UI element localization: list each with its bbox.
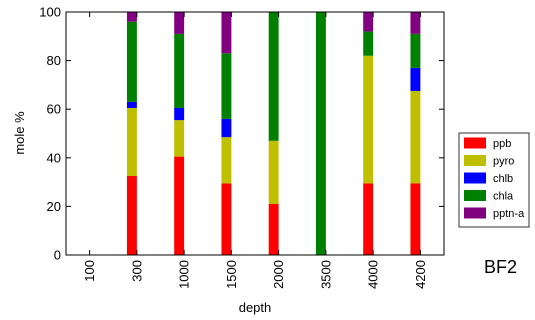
- legend-label-pyro: pyro: [493, 156, 514, 168]
- bar-series-group: [126, 12, 421, 255]
- bar-chlb-300: [126, 101, 137, 108]
- bar-pyro-4000: [363, 55, 374, 184]
- legend-swatch-pyro: [464, 155, 486, 166]
- y-axis-ticks: 0 20 40 60 80 100: [39, 5, 444, 263]
- bar-pptn-a-1500: [221, 12, 232, 54]
- bar-chla-4200: [410, 33, 421, 68]
- bar-chlb-1000: [174, 107, 185, 121]
- chart-annotation: BF2: [484, 257, 517, 277]
- bar-chla-1000: [174, 33, 185, 108]
- y-tick-label: 20: [47, 199, 61, 214]
- y-axis-label: mole %: [12, 111, 27, 155]
- bar-chla-3500: [315, 12, 326, 255]
- legend: ppb pyro chlb chla pptn-a: [458, 132, 530, 228]
- bar-chla-2000: [268, 12, 279, 141]
- bar-pptn-a-300: [126, 12, 137, 22]
- bar-pyro-1000: [174, 120, 185, 157]
- legend-swatch-pptn-a: [464, 207, 486, 219]
- bar-pptn-a-4000: [363, 12, 374, 32]
- x-tick-label: 300: [129, 260, 144, 282]
- y-tick-label: 0: [54, 248, 61, 263]
- plot-area: [66, 12, 444, 255]
- bar-pyro-2000: [268, 140, 279, 204]
- y-tick-label: 80: [47, 53, 61, 68]
- bar-ppb-2000: [268, 203, 279, 255]
- legend-label-ppb: ppb: [493, 138, 511, 150]
- bar-pptn-a-4200: [410, 12, 421, 34]
- bar-ppb-1000: [174, 156, 185, 255]
- y-tick-label: 40: [47, 150, 61, 165]
- bar-pyro-1500: [221, 137, 232, 184]
- bar-chla-1500: [221, 53, 232, 119]
- x-tick-label: 1000: [177, 260, 192, 289]
- legend-label-chla: chla: [493, 191, 514, 203]
- bar-chlb-4200: [410, 67, 421, 91]
- bar-ppb-300: [126, 176, 137, 255]
- bar-ppb-4200: [410, 183, 421, 255]
- x-tick-label: 4200: [413, 260, 428, 289]
- plot-frame: [65, 11, 445, 256]
- bar-chla-4000: [363, 31, 374, 56]
- legend-label-chlb: chlb: [493, 173, 513, 185]
- bar-chlb-1500: [221, 118, 232, 138]
- bar-pptn-a-1000: [174, 12, 185, 34]
- bar-ppb-1500: [221, 183, 232, 255]
- legend-label-pptn-a: pptn-a: [493, 208, 525, 220]
- x-tick-label: 4000: [366, 260, 381, 289]
- bar-pyro-300: [126, 107, 137, 177]
- x-tick-label: 3500: [318, 260, 333, 289]
- legend-swatch-chlb: [464, 172, 486, 184]
- bar-ppb-4000: [363, 183, 374, 255]
- x-tick-label: 1500: [224, 260, 239, 289]
- bar-chla-300: [126, 21, 137, 102]
- y-tick-label: 100: [39, 5, 61, 20]
- x-tick-label: 100: [82, 260, 97, 282]
- legend-swatch-ppb: [464, 137, 486, 149]
- y-tick-label: 60: [47, 102, 61, 117]
- legend-swatch-chla: [464, 190, 486, 201]
- bar-pyro-4200: [410, 90, 421, 184]
- x-axis-ticks: 100 300 1000 1500 2000 3500 4000 4200: [82, 12, 428, 289]
- x-tick-label: 2000: [271, 260, 286, 289]
- x-axis-label: depth: [239, 300, 272, 315]
